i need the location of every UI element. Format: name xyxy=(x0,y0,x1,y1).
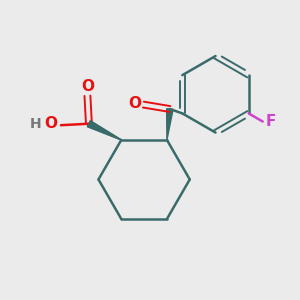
Text: H: H xyxy=(30,117,42,131)
Text: O: O xyxy=(44,116,57,131)
Polygon shape xyxy=(167,109,173,140)
Text: O: O xyxy=(81,80,94,94)
Polygon shape xyxy=(88,121,121,140)
Text: O: O xyxy=(128,96,141,111)
Polygon shape xyxy=(88,121,121,140)
Text: F: F xyxy=(266,114,276,129)
